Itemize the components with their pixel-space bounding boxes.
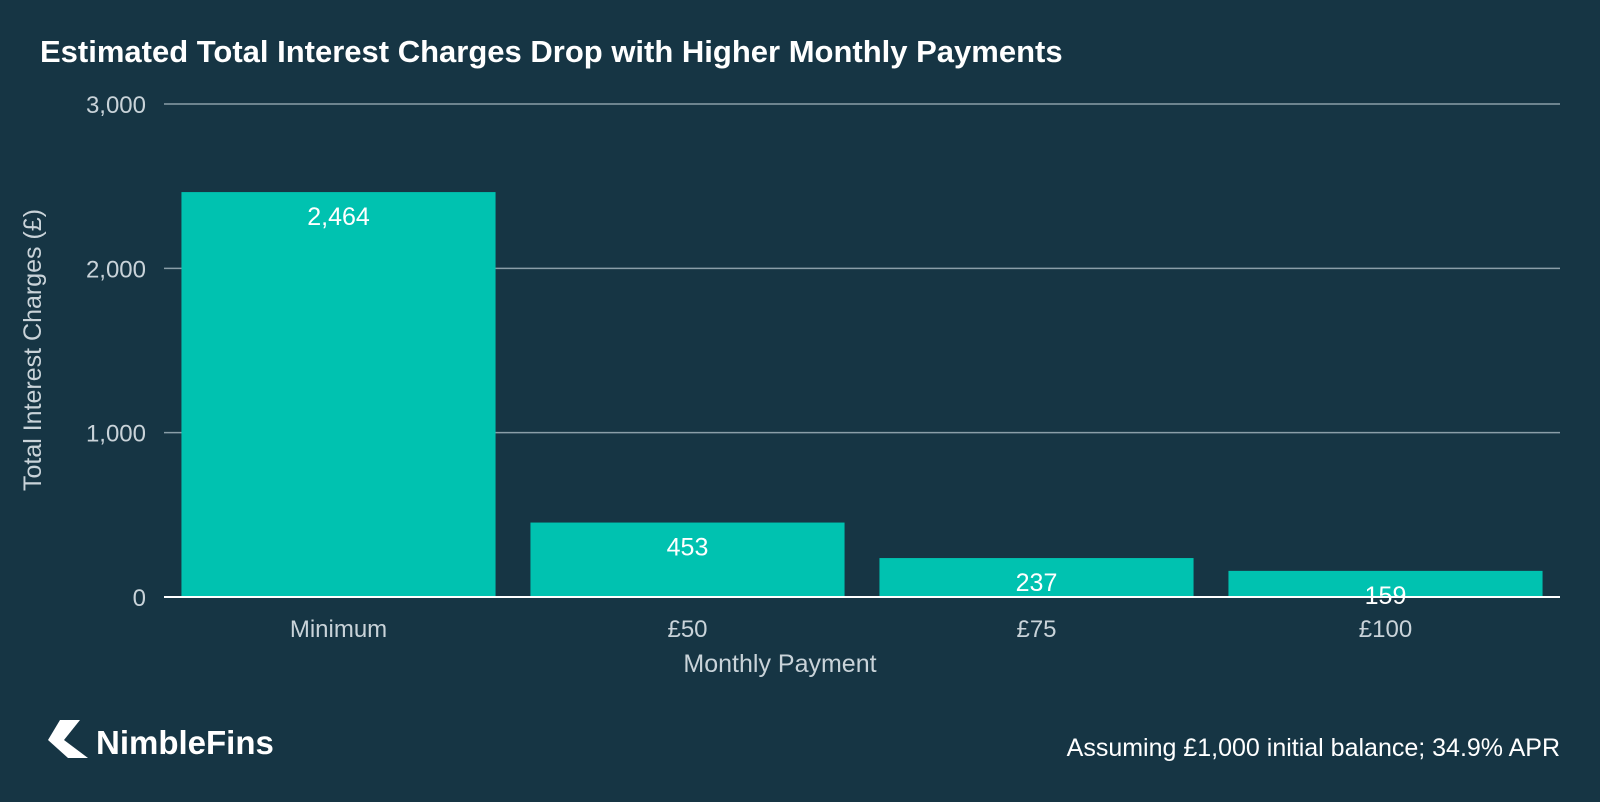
x-tick-label: £75 bbox=[1016, 616, 1056, 643]
x-tick-labels: Minimum £50 £75 £100 bbox=[290, 616, 1412, 643]
bars bbox=[181, 192, 1543, 597]
brand-logo: NimbleFins bbox=[48, 720, 274, 761]
nimblefins-arrow-logo-icon bbox=[48, 720, 88, 758]
bar bbox=[530, 522, 845, 597]
data-label: 2,464 bbox=[307, 203, 370, 231]
y-tick-labels: 0 1,000 2,000 3,000 bbox=[86, 92, 146, 612]
y-axis-title: Total Interest Charges (£) bbox=[19, 209, 47, 491]
x-tick-label: £100 bbox=[1359, 616, 1412, 643]
bar bbox=[879, 558, 1194, 597]
x-tick-label: £50 bbox=[667, 616, 707, 643]
y-tick-label: 2,000 bbox=[86, 256, 146, 283]
chart-title: Estimated Total Interest Charges Drop wi… bbox=[40, 34, 1063, 69]
bar bbox=[181, 192, 496, 597]
data-label: 237 bbox=[1016, 569, 1058, 597]
data-label: 159 bbox=[1365, 582, 1407, 610]
y-tick-label: 0 bbox=[133, 585, 146, 612]
y-tick-label: 3,000 bbox=[86, 92, 146, 119]
y-tick-label: 1,000 bbox=[86, 421, 146, 448]
x-tick-label: Minimum bbox=[290, 616, 387, 643]
footnote: Assuming £1,000 initial balance; 34.9% A… bbox=[1067, 734, 1560, 762]
x-axis-title: Monthly Payment bbox=[683, 650, 876, 678]
bar bbox=[1228, 570, 1543, 597]
data-label: 453 bbox=[667, 534, 709, 562]
brand-name: NimbleFins bbox=[96, 724, 274, 761]
data-labels: 2,464 453 237 159 bbox=[307, 203, 1406, 610]
